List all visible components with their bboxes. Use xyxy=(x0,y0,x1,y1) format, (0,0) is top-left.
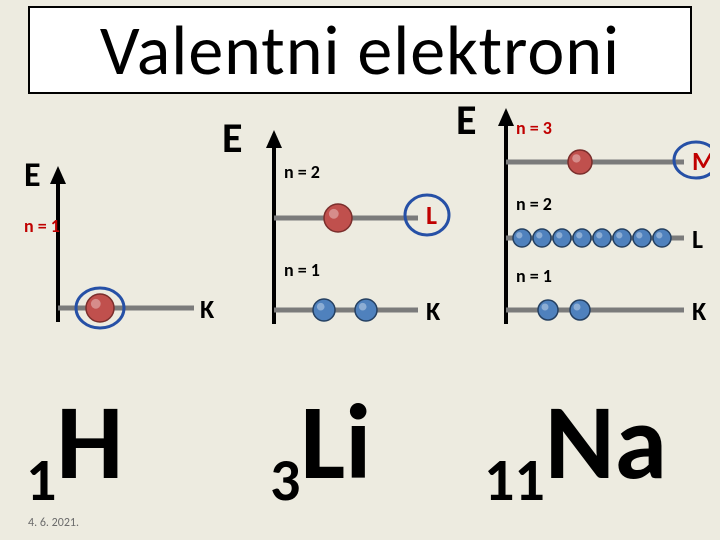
element-symbol-H: 1H xyxy=(26,390,123,496)
atomic-number: 3 xyxy=(270,444,300,517)
valence-electron xyxy=(86,294,114,322)
electron xyxy=(570,300,590,320)
n-label: n = 1 xyxy=(24,215,60,237)
energy-axis-label: E xyxy=(24,155,41,196)
energy-axis-label: E xyxy=(222,113,243,164)
arrowhead-icon xyxy=(498,108,514,126)
n-label: n = 2 xyxy=(516,193,552,215)
shell-label: M xyxy=(692,145,710,177)
arrowhead-icon xyxy=(266,130,282,148)
element-symbol: Na xyxy=(545,378,667,507)
electron xyxy=(355,299,377,321)
electron xyxy=(613,229,631,247)
date-label: 4. 6. 2021. xyxy=(28,516,79,530)
energy-diagrams: En = 1 K En = 1 Kn = 2 L En = 1 Kn = 2 Ln = 3 M xyxy=(10,106,710,366)
shell-label: K xyxy=(200,293,215,325)
shell-label: L xyxy=(692,223,703,255)
title-box: Valentni elektroni xyxy=(28,6,692,94)
diagram-area: En = 1 K En = 1 Kn = 2 L En = 1 Kn = 2 Ln = 3 M xyxy=(10,106,710,366)
page-title: Valentni elektroni xyxy=(100,7,620,93)
electron xyxy=(513,229,531,247)
energy-axis-label: E xyxy=(456,106,477,146)
diagram-Na: En = 1 Kn = 2 Ln = 3 M xyxy=(456,106,710,327)
diagram-Li: En = 1 Kn = 2 L xyxy=(222,113,449,327)
valence-electron xyxy=(324,204,352,232)
shell-label: K xyxy=(692,295,707,327)
element-symbol: Li xyxy=(300,378,371,507)
element-symbol-Na: 11Na xyxy=(484,390,667,496)
electron xyxy=(313,299,335,321)
n-label: n = 1 xyxy=(516,265,552,287)
diagram-H: En = 1 K xyxy=(24,155,215,328)
atomic-number: 1 xyxy=(26,444,56,517)
shell-label: L xyxy=(426,199,437,231)
n-label: n = 3 xyxy=(516,117,552,139)
atomic-number: 11 xyxy=(484,444,545,517)
electron xyxy=(533,229,551,247)
element-symbol: H xyxy=(56,378,123,507)
electron xyxy=(653,229,671,247)
element-symbol-Li: 3Li xyxy=(270,390,371,496)
n-label: n = 2 xyxy=(284,161,320,183)
n-label: n = 1 xyxy=(284,259,320,281)
electron xyxy=(538,300,558,320)
electron xyxy=(633,229,651,247)
shell-label: K xyxy=(426,295,441,327)
valence-electron xyxy=(568,150,592,174)
electron xyxy=(573,229,591,247)
electron xyxy=(553,229,571,247)
arrowhead-icon xyxy=(50,166,66,184)
electron xyxy=(593,229,611,247)
